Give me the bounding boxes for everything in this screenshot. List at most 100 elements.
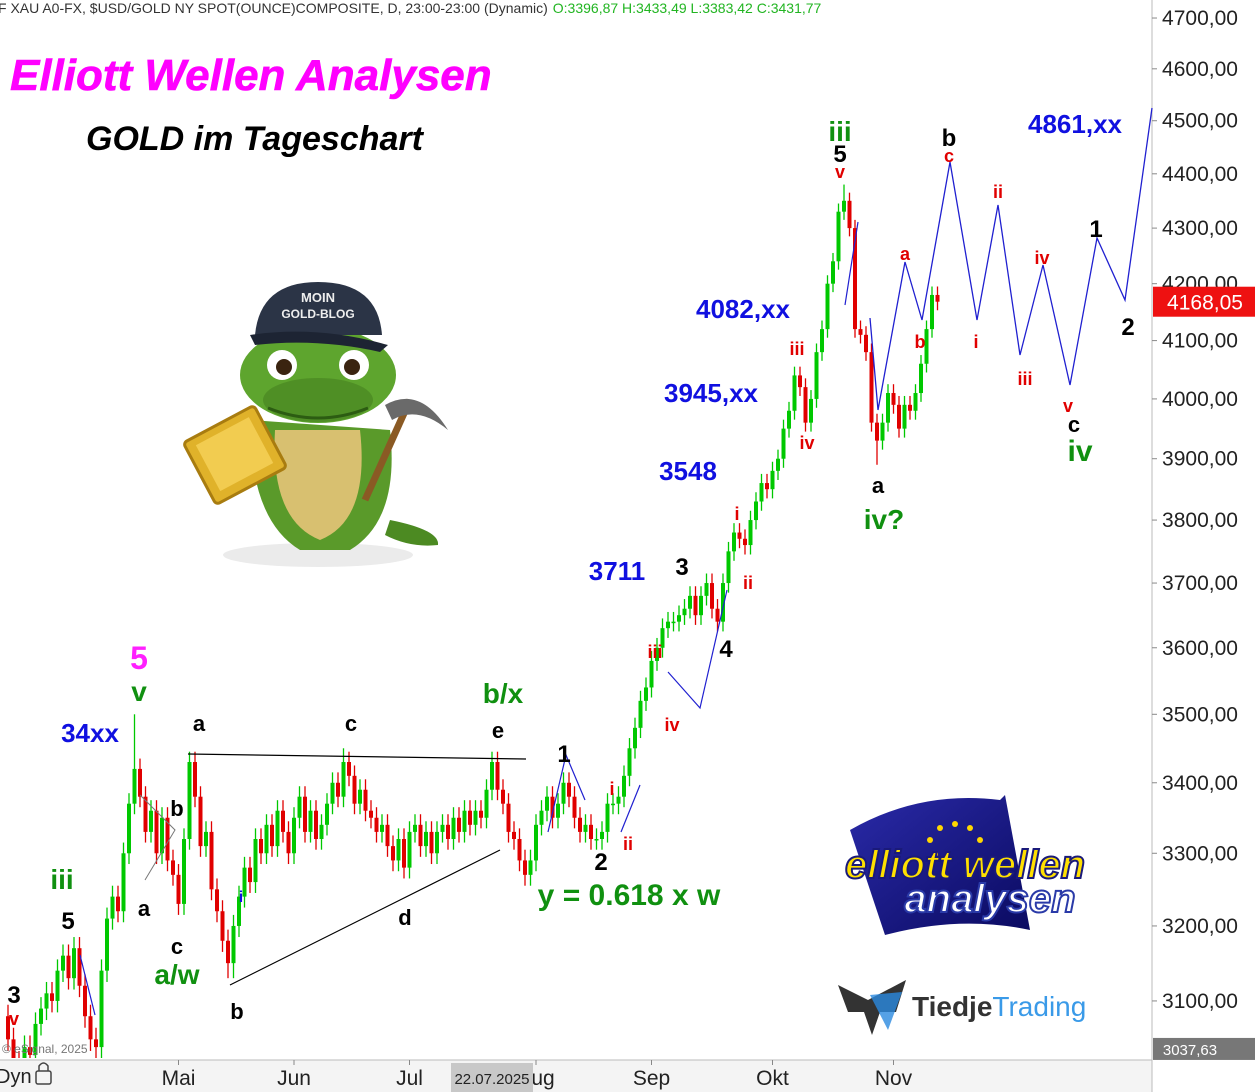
candle-body <box>193 762 197 797</box>
candle-body <box>215 889 219 912</box>
candle-body <box>798 375 802 388</box>
candle-body <box>803 387 808 423</box>
candle-body <box>594 839 599 841</box>
candle-body <box>600 831 604 840</box>
candle-body <box>396 839 401 861</box>
wave-label: b <box>915 332 926 352</box>
cap-text: GOLD-BLOG <box>281 307 354 321</box>
candle-body <box>572 796 577 818</box>
wave-label: b <box>942 125 957 152</box>
candle-body <box>264 824 269 854</box>
candle-body <box>622 775 626 797</box>
wave-label: a <box>900 244 911 264</box>
candle-body <box>699 595 703 616</box>
candle-body <box>457 817 461 832</box>
wave-lines <box>79 107 1153 1016</box>
y-tick-label: 4300,00 <box>1162 217 1238 240</box>
candle-body <box>380 824 384 832</box>
y-tick-label: 3500,00 <box>1162 703 1238 726</box>
wave-label: iii <box>50 864 73 895</box>
candle-body <box>479 810 483 818</box>
candle-body <box>517 839 522 861</box>
candle-body <box>99 970 104 1048</box>
candle-body <box>671 621 676 624</box>
wave-label: ii <box>743 573 753 593</box>
candle-body <box>644 687 648 701</box>
candle-body <box>913 393 918 411</box>
candle-body <box>391 846 395 861</box>
candle-body <box>231 925 236 964</box>
wave-path <box>139 794 176 881</box>
wave-label: a <box>872 473 885 498</box>
wave-label: b/x <box>483 678 524 709</box>
candle-body <box>864 334 868 353</box>
wave-label: 4 <box>719 636 733 663</box>
y-tick-label: 3700,00 <box>1162 572 1238 595</box>
candle-body <box>875 422 879 441</box>
candle-body <box>242 867 247 897</box>
triangle-line <box>187 753 527 760</box>
candle-body <box>149 810 153 832</box>
candle-body <box>737 532 742 539</box>
candle-body <box>187 762 192 840</box>
candle-body <box>902 404 907 429</box>
candle-body <box>495 762 500 790</box>
candle-body <box>693 595 698 616</box>
candle-body <box>160 817 164 854</box>
candle-body <box>121 853 126 912</box>
wave-label: 3 <box>675 554 688 581</box>
candle-body <box>413 824 417 832</box>
candle-body <box>556 803 560 818</box>
candle-body <box>83 985 87 1017</box>
candle-body <box>787 410 791 429</box>
candle-body <box>6 1016 10 1040</box>
candle-body <box>726 551 731 584</box>
candle-body <box>545 796 549 811</box>
candle-body <box>105 918 109 971</box>
wave-label: 4861,xx <box>1028 109 1123 139</box>
candle-body <box>275 810 280 847</box>
wave-label: e <box>492 718 504 743</box>
wave-label: iv <box>664 715 679 735</box>
candle-body <box>165 817 170 861</box>
bottom-price: 3037,63 <box>1163 1042 1217 1059</box>
candle-body <box>259 839 263 854</box>
candle-body <box>132 768 137 804</box>
candle-body <box>743 538 747 546</box>
candle-body <box>897 404 901 429</box>
x-tick-label: Nov <box>875 1067 913 1090</box>
wave-label: v <box>9 1009 19 1029</box>
candle-body <box>424 831 428 847</box>
candle-body <box>66 955 71 979</box>
candle-body <box>506 803 511 832</box>
candle-body <box>55 970 60 1001</box>
wave-label: a <box>138 896 151 921</box>
wave-label: 3 <box>7 982 20 1009</box>
wave-label: i <box>239 889 243 906</box>
wave-label: iv <box>799 433 814 453</box>
y-tick-label: 4000,00 <box>1162 388 1238 411</box>
candle-body <box>94 1039 98 1048</box>
candle-body <box>110 896 115 919</box>
candle-body <box>22 1047 27 1058</box>
candle-body <box>831 261 835 284</box>
candle-body <box>765 483 769 490</box>
wave-label: iii <box>828 116 851 147</box>
candle-body <box>776 458 780 471</box>
candle-body <box>253 839 258 883</box>
wave-label: iv <box>1034 248 1049 268</box>
candle-body <box>209 831 214 890</box>
candle-body <box>116 896 120 912</box>
candle-body <box>611 803 615 806</box>
candle-body <box>539 810 544 825</box>
candle-body <box>341 762 346 797</box>
candle-body <box>407 831 412 868</box>
plot <box>6 184 940 1058</box>
y-tick-label: 3600,00 <box>1162 637 1238 660</box>
candle-body <box>88 1016 93 1040</box>
candle-body <box>330 782 335 804</box>
last-price-box <box>1153 286 1255 317</box>
candle-body <box>528 860 533 875</box>
candle-body <box>308 810 313 832</box>
